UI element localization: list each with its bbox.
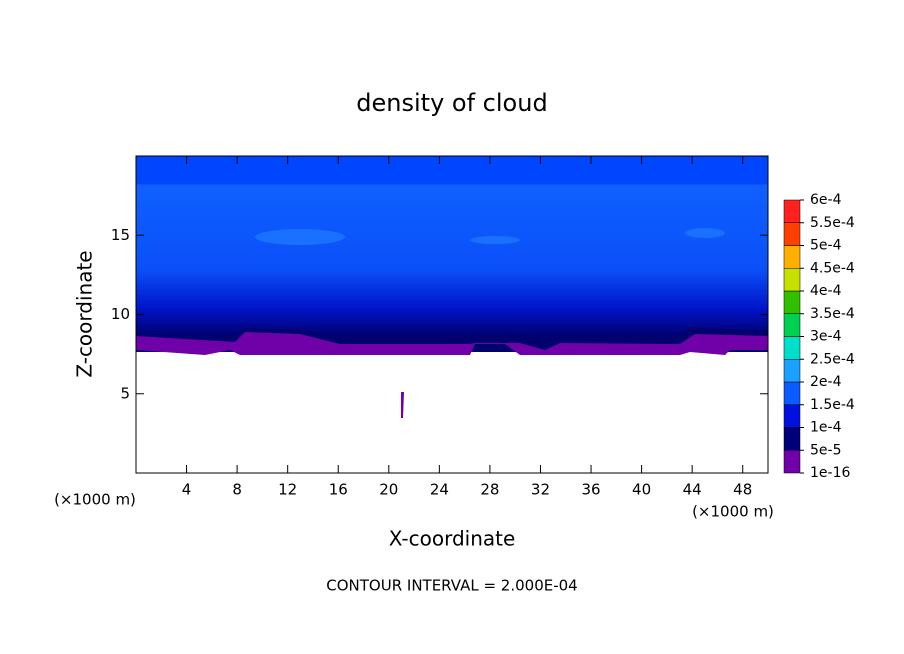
x-tick-label: 32 xyxy=(531,481,550,499)
field-patch xyxy=(255,229,345,245)
colorbar-label: 4.5e-4 xyxy=(810,260,855,276)
colorbar-label: 1e-16 xyxy=(810,465,850,481)
y-tick-label: 15 xyxy=(111,226,130,244)
field xyxy=(136,156,768,418)
x-tick-label: 24 xyxy=(430,481,449,499)
x-unit: (×1000 m) xyxy=(692,503,774,521)
colorbar-box xyxy=(783,450,801,474)
colorbar-box xyxy=(783,336,801,360)
y-tick-label: 5 xyxy=(120,384,130,402)
x-tick-label: 44 xyxy=(683,481,702,499)
x-tick-label: 48 xyxy=(733,481,752,499)
field-patch xyxy=(136,332,768,355)
x-tick-label: 8 xyxy=(232,481,242,499)
colorbar-label: 3.5e-4 xyxy=(810,306,855,322)
colorbar-label: 2e-4 xyxy=(810,374,842,390)
colorbar-box xyxy=(783,427,801,451)
colorbar-label: 5e-5 xyxy=(810,442,841,458)
colorbar-box xyxy=(783,268,801,292)
chart-title: density of cloud xyxy=(356,89,547,117)
colorbar-box xyxy=(783,381,801,405)
colorbar-label: 2.5e-4 xyxy=(810,351,855,367)
x-axis-label: X-coordinate xyxy=(389,527,516,551)
colorbar-box xyxy=(783,222,801,246)
field-patch xyxy=(401,392,404,418)
annotation: CONTOUR INTERVAL = 2.000E-04 xyxy=(326,577,577,595)
colorbar-box xyxy=(783,199,801,223)
colorbar-label: 4e-4 xyxy=(810,283,842,299)
x-tick-label: 12 xyxy=(278,481,297,499)
colorbar-box xyxy=(783,313,801,337)
field-patch xyxy=(685,228,725,238)
colorbar-box xyxy=(783,245,801,269)
field-fill xyxy=(136,156,768,352)
y-axis-label: Z-coordinate xyxy=(73,250,97,377)
field-patch xyxy=(470,236,520,244)
colorbar-label: 1e-4 xyxy=(810,420,842,436)
x-tick-label: 28 xyxy=(480,481,499,499)
y-tick-label: 10 xyxy=(111,305,130,323)
x-tick-label: 20 xyxy=(379,481,398,499)
colorbar-label: 1.5e-4 xyxy=(810,397,855,413)
colorbar-box xyxy=(783,404,801,428)
colorbar-box xyxy=(783,290,801,314)
x-tick-label: 36 xyxy=(581,481,600,499)
colorbar-label: 5.5e-4 xyxy=(810,215,855,231)
x-tick-label: 4 xyxy=(182,481,192,499)
colorbar-label: 3e-4 xyxy=(810,329,842,345)
x-tick-label: 16 xyxy=(329,481,348,499)
colorbar-label: 6e-4 xyxy=(810,192,842,208)
colorbar-label: 5e-4 xyxy=(810,238,842,254)
y-unit: (×1000 m) xyxy=(54,491,136,509)
x-tick-label: 40 xyxy=(632,481,651,499)
colorbar-box xyxy=(783,359,801,383)
